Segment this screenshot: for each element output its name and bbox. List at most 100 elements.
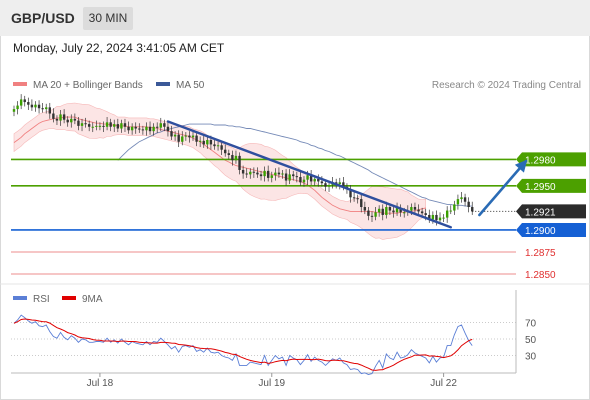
- candle-body: [449, 210, 452, 212]
- candle-body: [134, 126, 137, 129]
- rsi-9ma-line: [13, 318, 473, 371]
- candle-body: [453, 204, 456, 211]
- rsi-tick-70: 70: [525, 319, 537, 330]
- level-label-1.2875: 1.2875: [525, 248, 556, 259]
- candle-body: [224, 149, 227, 154]
- trend-line: [166, 120, 452, 229]
- candle-body: [37, 104, 41, 109]
- candle-body: [181, 136, 184, 142]
- candle-body: [313, 178, 316, 182]
- candle-body: [363, 207, 367, 211]
- chart-credit: Research © 2024 Trading Central: [431, 80, 581, 91]
- candle-body: [141, 129, 145, 131]
- level-label-1.2950: 1.2950: [525, 182, 556, 193]
- candle-body: [156, 126, 159, 128]
- candle-body: [266, 170, 270, 178]
- candle-body: [55, 118, 59, 121]
- ma50-swatch: [156, 82, 170, 87]
- candle-body: [184, 135, 188, 137]
- candle-body: [438, 217, 442, 221]
- candle-body: [259, 174, 263, 177]
- candle-body: [342, 182, 345, 187]
- candle-body: [188, 135, 191, 138]
- candle-body: [227, 153, 230, 155]
- candle-body: [152, 126, 155, 132]
- candle-body: [198, 140, 202, 142]
- candle-body: [120, 123, 123, 129]
- candle-body: [395, 207, 399, 213]
- level-label-1.2980: 1.2980: [525, 155, 556, 166]
- chart-header: GBP/USD 30 MIN: [0, 0, 590, 36]
- ma20-swatch: [13, 82, 27, 87]
- candle-body: [295, 176, 299, 178]
- candle-body: [471, 207, 474, 212]
- candle-body: [277, 172, 281, 175]
- candle-body: [360, 199, 363, 208]
- x-tick-label: Jul 19: [258, 378, 285, 389]
- candle-body: [113, 124, 116, 127]
- candle-body: [410, 207, 413, 211]
- candle-body: [116, 124, 120, 129]
- candle-body: [30, 104, 34, 108]
- candle-body: [374, 212, 377, 217]
- rsi-tick-30: 30: [525, 352, 537, 363]
- candle-body: [87, 124, 91, 127]
- candle-body: [435, 214, 438, 221]
- candle-body: [77, 120, 80, 126]
- candle-body: [252, 171, 256, 173]
- candle-body: [98, 125, 102, 127]
- candle-body: [216, 145, 220, 147]
- candle-body: [249, 171, 252, 175]
- symbol-title: GBP/USD: [11, 10, 75, 26]
- legend-rsi-label: RSI: [33, 294, 50, 305]
- candle-body: [84, 123, 87, 125]
- timeframe-button[interactable]: 30 MIN: [83, 7, 133, 30]
- x-tick-label: Jul 18: [87, 378, 114, 389]
- rsi-line: [13, 314, 473, 375]
- candle-body: [413, 207, 417, 210]
- candle-body: [256, 172, 259, 175]
- candle-body: [138, 128, 141, 130]
- projection-arrow-shaft: [478, 159, 528, 217]
- candle-body: [324, 183, 327, 187]
- candle-body: [284, 173, 288, 181]
- candle-body: [206, 139, 209, 145]
- candle-body: [170, 131, 173, 137]
- candle-body: [52, 113, 55, 119]
- candle-body: [238, 155, 241, 170]
- candle-body: [12, 109, 16, 112]
- candle-body: [234, 155, 238, 161]
- projection-arrow-head: [514, 159, 528, 173]
- rsi-tick-50: 50: [525, 335, 537, 346]
- candle-body: [102, 125, 105, 127]
- candle-body: [34, 104, 37, 108]
- candle-body: [213, 144, 216, 147]
- candle-body: [292, 174, 295, 177]
- candle-body: [16, 105, 19, 110]
- candle-body: [177, 134, 180, 142]
- candle-body: [392, 210, 395, 213]
- candle-body: [73, 118, 77, 121]
- candle-body: [263, 170, 266, 177]
- candle-body: [166, 126, 170, 132]
- candle-body: [388, 207, 392, 211]
- candle-body: [377, 208, 381, 213]
- current-price-label: 1.2921: [525, 207, 556, 218]
- candle-body: [130, 126, 134, 131]
- candle-body: [173, 134, 177, 137]
- candle-body: [288, 174, 291, 181]
- level-tag-1.2980: [516, 152, 586, 167]
- candle-body: [59, 114, 62, 121]
- candle-body: [338, 182, 341, 185]
- level-tag-1.2950: [516, 178, 586, 193]
- ma20-line: [13, 116, 426, 214]
- candle-body: [220, 145, 223, 150]
- candle-body: [349, 189, 352, 198]
- candle-body: [327, 184, 331, 187]
- candle-body: [27, 102, 30, 105]
- candle-body: [127, 126, 130, 131]
- candle-body: [385, 207, 388, 215]
- candle-body: [209, 139, 213, 145]
- candle-body: [356, 198, 359, 200]
